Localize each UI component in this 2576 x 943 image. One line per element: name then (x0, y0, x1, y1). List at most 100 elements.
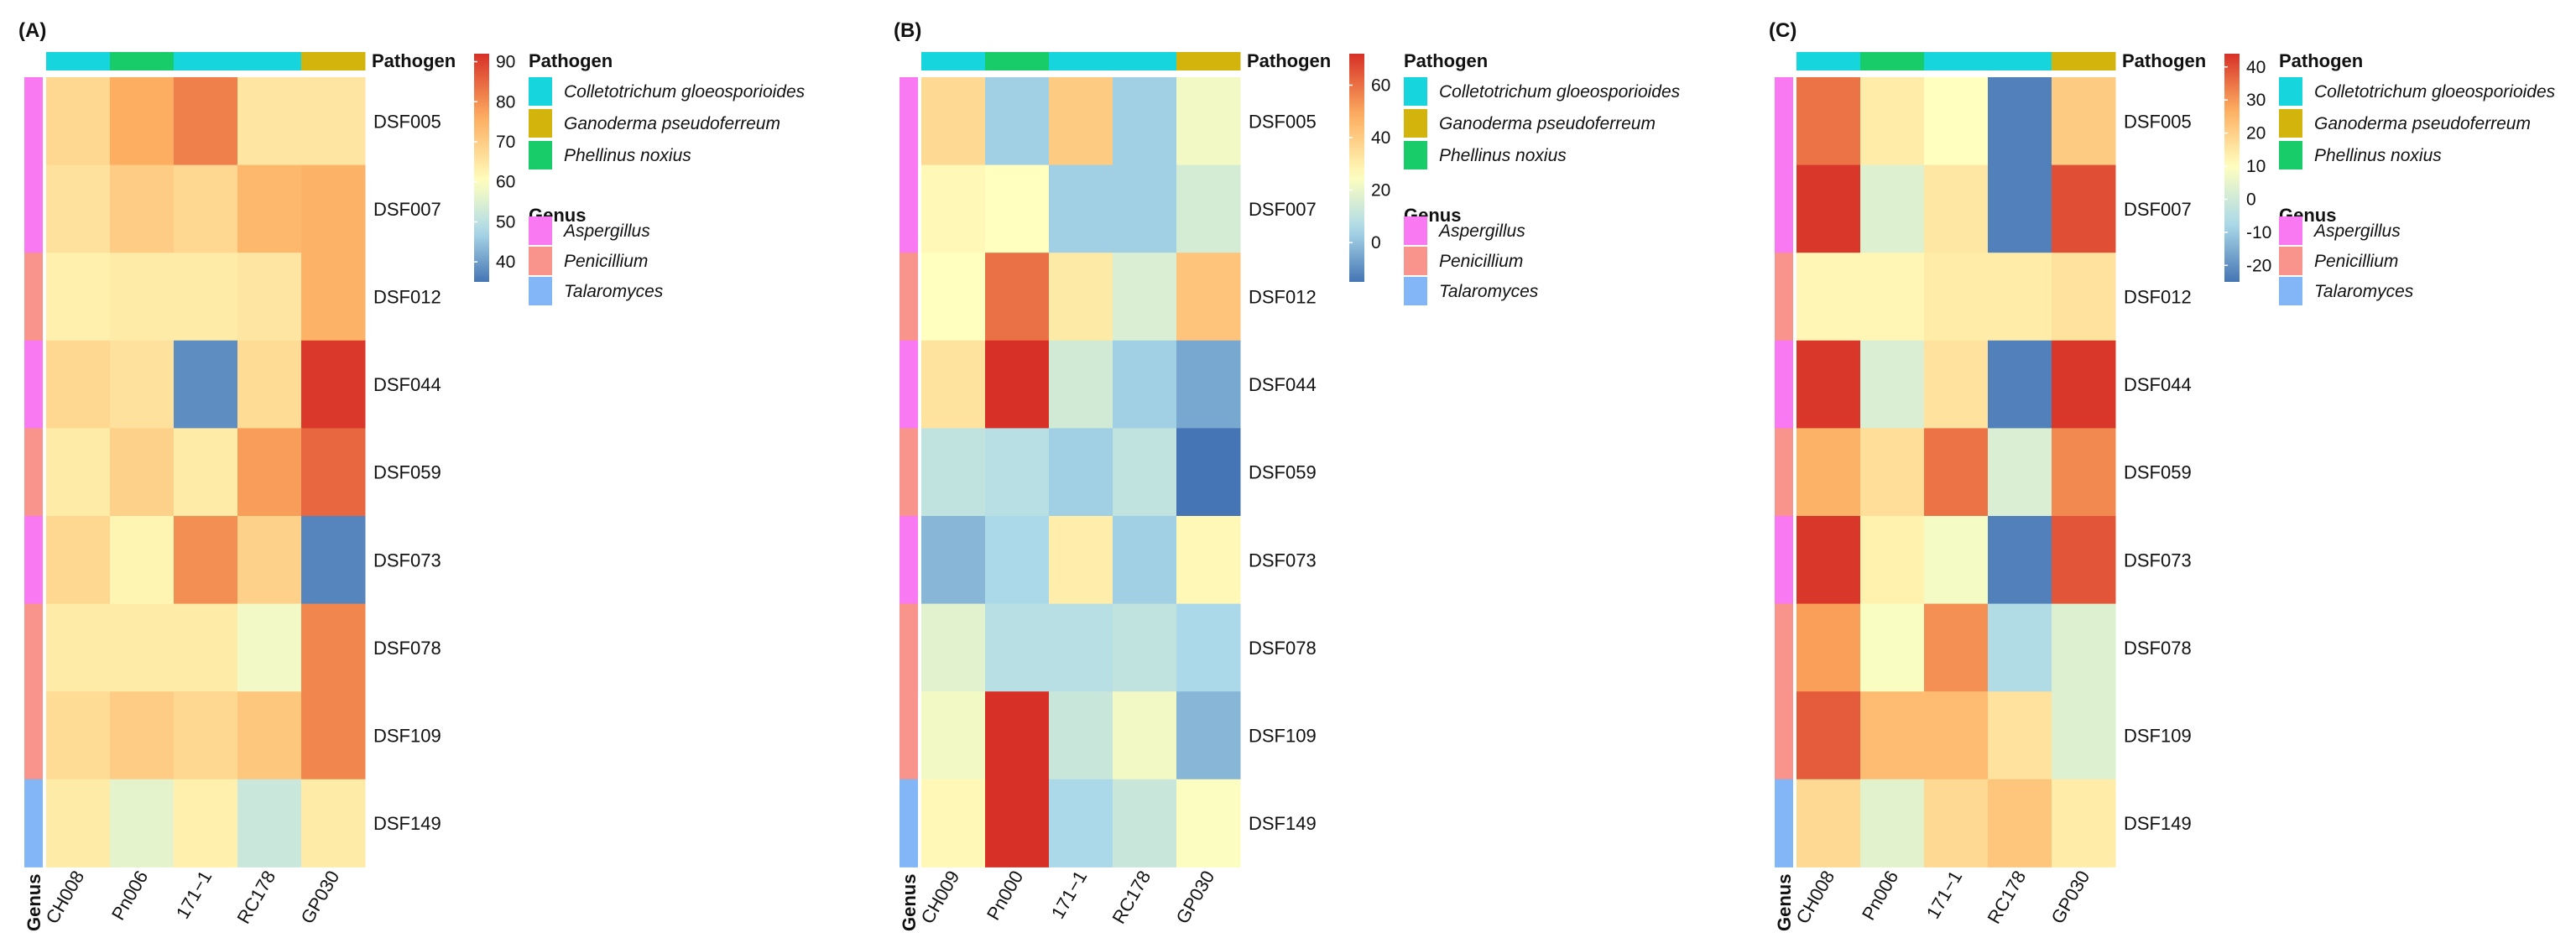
heatmap-cell (237, 603, 302, 692)
pathogen-legend-swatch (2279, 77, 2302, 106)
genus-legend-swatch (529, 247, 552, 275)
row-label: DSF073 (2124, 550, 2192, 570)
pathogen-annotation-cell (301, 52, 366, 70)
genus-legend-item: Aspergillus (1437, 221, 1525, 241)
genus-legend-item: Talaromyces (2314, 282, 2414, 301)
heatmap-cell (110, 340, 175, 429)
column-label: RC178 (1108, 867, 1155, 927)
heatmap-cell (1049, 516, 1113, 605)
row-label: DSF073 (1249, 550, 1317, 570)
row-label: DSF005 (2124, 111, 2192, 132)
heatmap-cell (110, 603, 175, 692)
genus-annotation-cell (24, 516, 43, 605)
heatmap-cell (1176, 428, 1241, 517)
heatmap-cell (1049, 77, 1113, 166)
heatmap-cell (1113, 779, 1177, 867)
heatmap-cell (1796, 164, 1861, 253)
column-label: GP030 (2047, 867, 2094, 927)
pathogen-annotation-cell (1049, 52, 1113, 70)
heatmap-cell (46, 516, 111, 605)
heatmap-cell (1796, 77, 1861, 166)
color-scale-tick-label: 0 (1371, 233, 1381, 253)
heatmap-cell (1049, 603, 1113, 692)
genus-legend-item: Penicillium (564, 252, 648, 271)
heatmap-cell (1113, 164, 1177, 253)
pathogen-annotation-cell (1860, 52, 1925, 70)
pathogen-annotation-cell (110, 52, 175, 70)
genus-legend-item: Penicillium (1439, 252, 1523, 271)
row-label: DSF078 (2124, 638, 2192, 659)
heatmap-cell (110, 691, 175, 780)
heatmap-cell (1860, 428, 1925, 517)
pathogen-legend-item: Colletotrichum gloeosporioides (1439, 82, 1681, 102)
pathogen-legend-title: Pathogen (2279, 50, 2363, 71)
genus-annotation-cell (1775, 253, 1793, 341)
row-label: DSF044 (2124, 374, 2192, 395)
column-label: CH009 (916, 867, 963, 927)
heatmap-cell (301, 253, 366, 341)
genus-legend-swatch (529, 216, 552, 245)
genus-legend-swatch (2279, 216, 2302, 245)
color-scale-tick-label: 20 (1371, 181, 1390, 201)
panel-label: (B) (894, 19, 921, 42)
heatmap-cell (1860, 603, 1925, 692)
heatmap-cell (237, 253, 302, 341)
genus-legend-swatch (2279, 247, 2302, 275)
heatmap-cell (1988, 164, 2052, 253)
heatmap-cell (2052, 77, 2116, 166)
pathogen-annotation-label: Pathogen (372, 50, 456, 71)
genus-annotation-cell (1775, 164, 1793, 253)
pathogen-legend-swatch (1404, 141, 1427, 169)
heatmap-cell (985, 77, 1050, 166)
genus-legend-item: Penicillium (2314, 252, 2398, 271)
row-label: DSF059 (2124, 462, 2192, 483)
pathogen-annotation-label: Pathogen (2122, 50, 2206, 71)
heatmap-cell (985, 516, 1050, 605)
heatmap-cell (1113, 691, 1177, 780)
row-label: DSF149 (1249, 813, 1317, 834)
heatmap-cell (237, 428, 302, 517)
color-scale-tick-label: 70 (496, 133, 515, 152)
heatmap-cell (985, 603, 1050, 692)
heatmap-cell (2052, 516, 2116, 605)
row-label: DSF109 (373, 726, 441, 747)
heatmap-cell (921, 779, 986, 867)
heatmap-cell (301, 164, 366, 253)
genus-annotation-cell (900, 77, 918, 166)
heatmap-cell (46, 428, 111, 517)
pathogen-annotation-cell (1176, 52, 1241, 70)
pathogen-legend-title: Pathogen (529, 50, 613, 71)
genus-annotation-cell (1775, 779, 1793, 867)
heatmap-cell (46, 603, 111, 692)
row-label: DSF012 (2124, 287, 2192, 308)
heatmap-cell (237, 340, 302, 429)
heatmap-cell (174, 603, 238, 692)
heatmap-cell (1924, 77, 1989, 166)
heatmap-cell (1113, 77, 1177, 166)
heatmap-cell (174, 77, 238, 166)
pathogen-annotation-cell (174, 52, 238, 70)
heatmap-cell (174, 428, 238, 517)
heatmap-cell (46, 253, 111, 341)
heatmap-cell (1176, 340, 1241, 429)
genus-legend-swatch (1404, 247, 1427, 275)
genus-legend-swatch (529, 277, 552, 305)
heatmap-cell (237, 77, 302, 166)
heatmap-cell (985, 691, 1050, 780)
heatmap-cell (1049, 253, 1113, 341)
genus-annotation-cell (24, 340, 43, 429)
heatmap-cell (46, 164, 111, 253)
heatmap-cell (46, 779, 111, 867)
genus-annotation-cell (900, 253, 918, 341)
heatmap-cell (1924, 340, 1989, 429)
heatmap-cell (921, 691, 986, 780)
heatmap-cell (1860, 779, 1925, 867)
color-scale-bar (2224, 54, 2240, 282)
genus-legend-item: Talaromyces (564, 282, 664, 301)
heatmap-cell (2052, 428, 2116, 517)
heatmap-cell (1988, 77, 2052, 166)
heatmap-cell (1988, 691, 2052, 780)
color-scale-tick-label: 10 (2246, 157, 2266, 176)
column-label: CH008 (41, 867, 88, 927)
